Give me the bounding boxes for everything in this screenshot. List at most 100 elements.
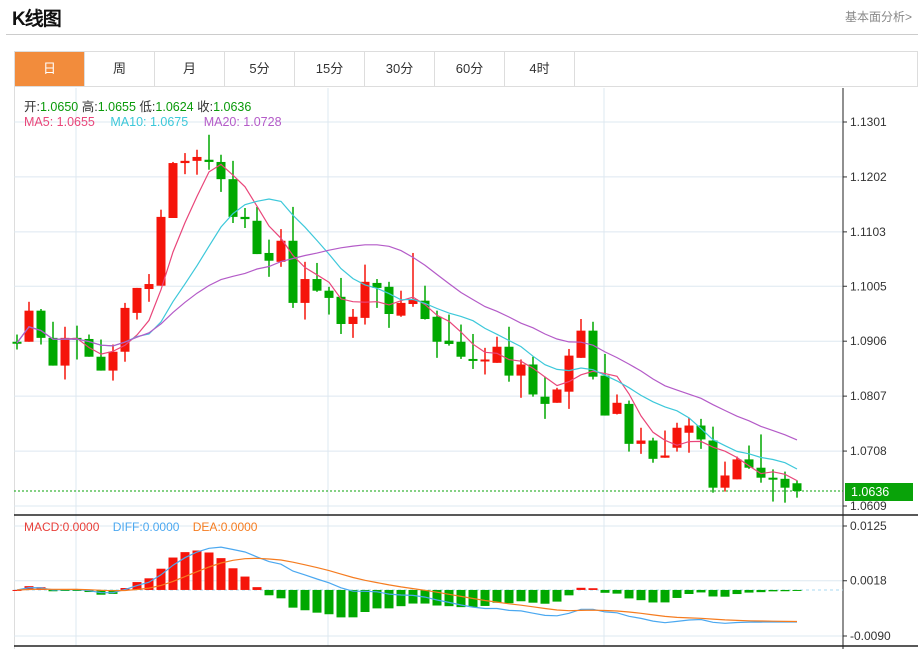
macd-bar: [396, 589, 406, 607]
candle-body: [504, 346, 514, 376]
macd-bar: [168, 557, 178, 590]
candle-body: [492, 346, 502, 363]
candle: [696, 418, 706, 449]
close-label: 收:: [197, 100, 214, 114]
candle-body: [36, 310, 46, 338]
candle: [636, 427, 646, 454]
candle: [444, 314, 454, 346]
candle-body: [516, 364, 526, 376]
tab-5min[interactable]: 5分: [225, 52, 295, 86]
candle-body: [348, 316, 358, 324]
macd-bar: [12, 589, 22, 591]
candle-body: [756, 467, 766, 478]
tab-15min[interactable]: 15分: [295, 52, 365, 86]
candle: [156, 209, 166, 286]
candle-body: [324, 290, 334, 298]
macd-bar: [264, 589, 274, 596]
tab-4hour[interactable]: 4时: [505, 52, 575, 86]
candle-body: [432, 316, 442, 342]
candle-body: [156, 216, 166, 286]
candle: [72, 325, 82, 360]
candle-body: [624, 403, 634, 444]
candle: [372, 279, 382, 308]
candle-body: [588, 330, 598, 377]
macd-bar: [660, 589, 670, 603]
candle: [792, 480, 802, 498]
candle-body: [360, 281, 370, 318]
candle-body: [300, 279, 310, 303]
candle-body: [336, 296, 346, 324]
macd-bar: [696, 589, 706, 593]
candle: [228, 160, 238, 223]
candle-body: [744, 459, 754, 468]
candle: [240, 208, 250, 228]
macd-bar: [156, 568, 166, 590]
candle-body: [720, 475, 730, 488]
candle-body: [120, 307, 130, 352]
macd-bar: [240, 576, 250, 590]
price-tick-label: 1.0609: [850, 499, 887, 513]
candle: [564, 348, 574, 409]
macd-bar: [756, 589, 766, 593]
candle: [144, 274, 154, 302]
close-value: 1.0636: [213, 100, 252, 114]
macd-bar: [576, 587, 586, 590]
tab-60min[interactable]: 60分: [435, 52, 505, 86]
candle-body: [468, 358, 478, 361]
candle: [528, 356, 538, 397]
macd-tick-label: -0.0090: [850, 629, 891, 643]
candle-body: [456, 341, 466, 357]
diff-line: [16, 546, 797, 624]
candle-body: [204, 159, 214, 162]
macd-bar: [624, 589, 634, 599]
macd-bar: [456, 589, 466, 608]
candle: [252, 206, 262, 255]
macd-bar: [672, 589, 682, 598]
candle-body: [252, 220, 262, 255]
candle-body: [240, 216, 250, 220]
candle: [264, 239, 274, 277]
ma20-line: [16, 244, 798, 441]
tab-day[interactable]: 日: [15, 52, 85, 86]
ma5-value: MA5: 1.0655: [24, 115, 95, 129]
candle: [600, 353, 610, 416]
candle: [492, 336, 502, 363]
candle-body: [660, 455, 670, 458]
candle: [468, 333, 478, 369]
macd-bar: [516, 589, 526, 602]
candle-body: [60, 337, 70, 366]
candle: [300, 261, 310, 320]
candle: [108, 344, 118, 381]
candle: [48, 321, 58, 366]
macd-bar: [708, 589, 718, 597]
macd-bar: [348, 589, 358, 618]
tab-30min[interactable]: 30分: [365, 52, 435, 86]
candle-body: [444, 340, 454, 344]
candle: [192, 149, 202, 175]
candle: [648, 437, 658, 463]
macd-bar: [600, 589, 610, 593]
tab-week[interactable]: 周: [85, 52, 155, 86]
tab-month[interactable]: 月: [155, 52, 225, 86]
candle-body: [648, 440, 658, 459]
candle: [288, 206, 298, 308]
macd-bar: [504, 589, 514, 604]
low-value: 1.0624: [155, 100, 194, 114]
candle: [276, 229, 286, 267]
candle: [408, 252, 418, 307]
macd-bar: [276, 589, 286, 599]
candle: [576, 318, 586, 358]
candle: [60, 326, 70, 380]
fundamental-analysis-link[interactable]: 基本面分析>: [844, 10, 912, 24]
candle: [204, 134, 214, 170]
price-tick-label: 1.1301: [850, 115, 887, 129]
macd-bar: [72, 589, 82, 591]
ma-legend: MA5: 1.0655 MA10: 1.0675 MA20: 1.0728: [24, 115, 282, 129]
page-title: K线图: [12, 9, 62, 30]
macd-bar: [552, 589, 562, 602]
macd-bar: [432, 589, 442, 606]
candle-body: [672, 427, 682, 448]
candle: [660, 430, 670, 458]
macd-bar: [684, 589, 694, 594]
